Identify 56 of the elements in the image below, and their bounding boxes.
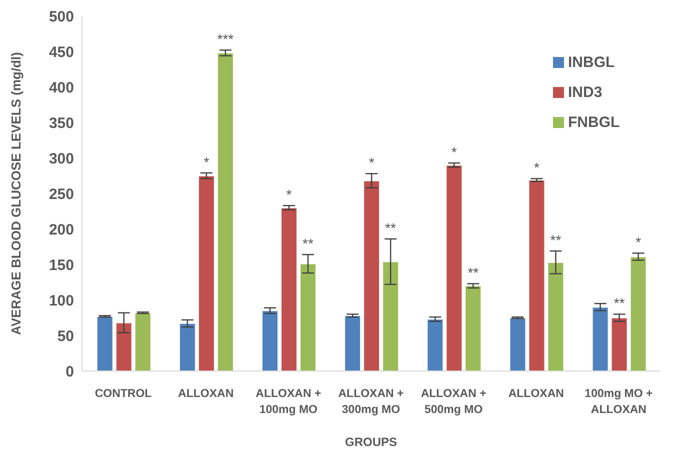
data-label: ** [385, 220, 397, 236]
bar [630, 256, 647, 371]
x-tick-label: 100mg MO + ALLOXAN [584, 388, 654, 416]
legend-label: INBGL [568, 54, 615, 71]
data-label: * [636, 234, 642, 250]
data-label: ** [550, 232, 562, 248]
x-axis-title: GROUPS [344, 435, 398, 449]
bar [134, 312, 152, 371]
x-tick-label: ALLOXAN + 500mg MO [420, 388, 487, 416]
bar [344, 315, 362, 371]
y-tick-label: 400 [48, 79, 74, 96]
y-tick-label: 500 [48, 8, 74, 26]
bar [96, 316, 114, 371]
y-tick-label: 50 [57, 328, 74, 345]
data-label: * [368, 154, 375, 171]
bar [178, 322, 196, 371]
bar [464, 285, 482, 371]
x-tick-label: ALLOXAN + 100mg MO [256, 388, 322, 416]
y-tick-label: 0 [66, 363, 74, 380]
bar [262, 310, 279, 371]
bar [300, 263, 317, 371]
data-label: ** [302, 236, 314, 252]
bar [280, 207, 298, 371]
y-tick-label: 100 [48, 292, 74, 310]
bar [382, 261, 400, 371]
y-tick-label: 450 [48, 44, 74, 61]
data-label: ** [614, 295, 626, 312]
bar [363, 180, 380, 371]
data-label: * [534, 160, 540, 176]
y-tick-label: 200 [48, 221, 74, 238]
y-tick-label: 300 [48, 150, 74, 168]
y-tick-label: 250 [48, 186, 74, 203]
bar [509, 317, 526, 371]
data-label: * [451, 144, 458, 160]
y-tick-label: 150 [48, 256, 74, 274]
x-tick-label: ALLOXAN [508, 388, 564, 400]
legend-label: IND3 [568, 84, 602, 101]
bar [198, 175, 215, 371]
bar [115, 322, 132, 371]
bar [446, 164, 463, 371]
legend-label: FNBGL [568, 114, 620, 131]
bar [547, 262, 564, 371]
x-tick-label: CONTROL [94, 388, 152, 400]
x-tick-label: ALLOXAN + 300mg MO [338, 388, 404, 416]
data-label: ** [468, 264, 480, 281]
y-tick-label: 350 [48, 114, 74, 132]
bar [592, 306, 609, 371]
data-label: * [286, 186, 292, 203]
y-axis-title: AVERAGE BLOOD GLUCOSE LEVELS (mg/dl) [8, 52, 24, 335]
bar [216, 52, 234, 371]
x-tick-label: ALLOXAN [178, 388, 234, 400]
bar [610, 317, 628, 371]
data-label: *** [217, 31, 234, 48]
data-label: * [204, 154, 210, 170]
bar [426, 318, 444, 371]
bar [528, 180, 546, 371]
